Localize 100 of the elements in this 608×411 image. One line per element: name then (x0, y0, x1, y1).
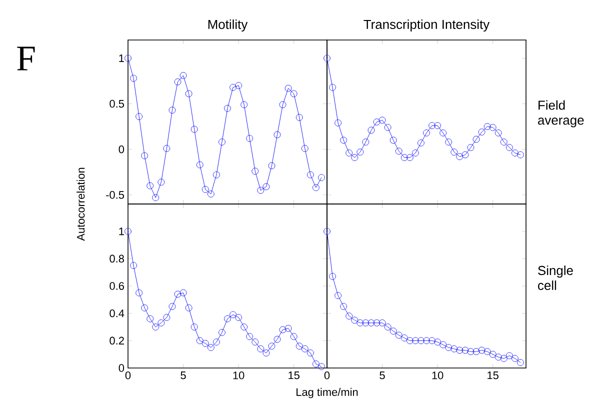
point (329, 84, 336, 91)
point (240, 324, 248, 330)
point (230, 311, 236, 318)
point (384, 324, 392, 330)
point (418, 140, 424, 146)
point (318, 363, 325, 370)
point (450, 345, 458, 352)
point (224, 315, 231, 322)
point (412, 150, 419, 156)
point (368, 319, 375, 326)
point (517, 151, 524, 158)
point (318, 174, 325, 182)
point (296, 342, 303, 350)
point (362, 138, 370, 146)
point (163, 314, 170, 321)
point (257, 345, 264, 352)
chart-title: Motility (208, 19, 248, 32)
point (136, 113, 143, 120)
point (185, 304, 192, 312)
point (445, 344, 452, 351)
x-axis-title: Lag time/min (296, 388, 358, 398)
point (373, 319, 380, 326)
point (274, 336, 281, 343)
point (324, 228, 330, 235)
point (500, 138, 508, 146)
point (484, 123, 491, 130)
x-tick-label: 5 (380, 372, 385, 380)
point (440, 341, 447, 348)
point (207, 344, 214, 351)
x-tick-label: 0 (125, 372, 131, 380)
point (406, 337, 414, 344)
point (500, 354, 508, 362)
point (284, 324, 292, 332)
point (212, 171, 220, 178)
point (202, 186, 209, 193)
point (312, 360, 320, 368)
point (489, 124, 496, 131)
point (418, 337, 424, 344)
point (207, 190, 214, 198)
point (356, 148, 364, 156)
point (141, 152, 148, 160)
point (224, 104, 231, 112)
point (390, 136, 397, 144)
point (494, 129, 502, 136)
point (428, 337, 436, 344)
point (279, 101, 286, 108)
point (296, 114, 303, 121)
point (384, 124, 392, 131)
x-tick-label: 15 (488, 372, 498, 380)
point (146, 315, 154, 322)
point (462, 151, 469, 158)
point (196, 161, 204, 168)
point (212, 338, 220, 346)
point (290, 333, 298, 340)
point (478, 128, 486, 136)
point (423, 337, 430, 344)
point (395, 148, 402, 155)
point (196, 337, 204, 344)
y-tick-label: 0 (118, 364, 124, 372)
point (346, 312, 353, 320)
y-tick-label: 0 (118, 145, 124, 154)
point (262, 183, 270, 190)
y-tick-label: -0.5 (106, 191, 124, 199)
point (340, 303, 348, 310)
point (378, 319, 386, 326)
point (185, 90, 192, 98)
x-tick-label: 15 (288, 372, 300, 380)
point (373, 118, 380, 126)
point (406, 154, 414, 161)
point (158, 178, 165, 186)
y-tick-label: 0.5 (110, 100, 124, 108)
point (494, 354, 502, 361)
point (180, 72, 187, 79)
point (168, 106, 176, 114)
point (378, 116, 386, 124)
point (346, 150, 353, 156)
point (506, 352, 513, 360)
point (240, 101, 248, 108)
point (136, 289, 143, 296)
point (512, 150, 518, 156)
point (262, 350, 270, 356)
point (472, 136, 480, 143)
point (400, 334, 408, 342)
point (395, 332, 402, 339)
point (218, 138, 226, 146)
point (456, 153, 464, 160)
point (351, 154, 358, 161)
point (130, 74, 137, 82)
point (400, 154, 408, 161)
point (440, 129, 447, 136)
point (180, 289, 187, 296)
point (512, 354, 518, 362)
point (301, 345, 308, 352)
point (517, 359, 524, 366)
point (489, 350, 496, 358)
point (168, 303, 176, 310)
point (467, 348, 474, 356)
point (190, 324, 198, 330)
point (428, 122, 436, 130)
x-tick-label: 10 (233, 372, 244, 380)
